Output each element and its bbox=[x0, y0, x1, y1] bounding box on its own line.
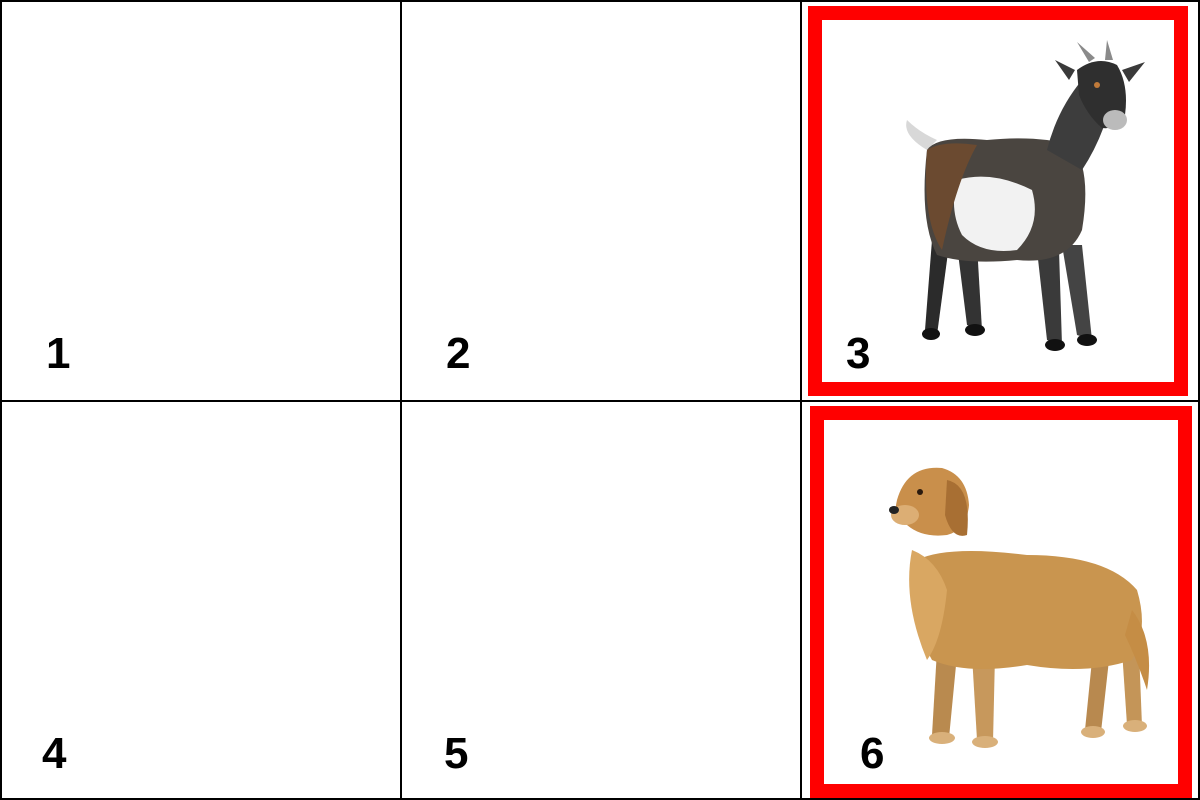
dog-image bbox=[889, 467, 1150, 748]
grid-cell-4[interactable]: 4 bbox=[2, 402, 400, 798]
grid-cell-2[interactable]: 2 bbox=[402, 2, 800, 400]
cell-number: 4 bbox=[42, 729, 67, 778]
grid-cell-6[interactable]: 6 bbox=[802, 402, 1198, 798]
cell-number: 3 bbox=[846, 329, 871, 378]
grid-cell-3[interactable]: 3 bbox=[802, 2, 1198, 400]
goat-image bbox=[906, 40, 1145, 351]
cell-number: 6 bbox=[860, 729, 885, 778]
cell-number: 2 bbox=[446, 329, 471, 378]
grid-cell-5[interactable]: 5 bbox=[402, 402, 800, 798]
selection-frame bbox=[810, 406, 1192, 798]
grid-divider bbox=[2, 400, 1198, 402]
cell-number: 5 bbox=[444, 729, 469, 778]
cell-number: 1 bbox=[46, 329, 71, 378]
selection-frame bbox=[808, 6, 1188, 396]
grid-cell-1[interactable]: 1 bbox=[2, 2, 400, 400]
